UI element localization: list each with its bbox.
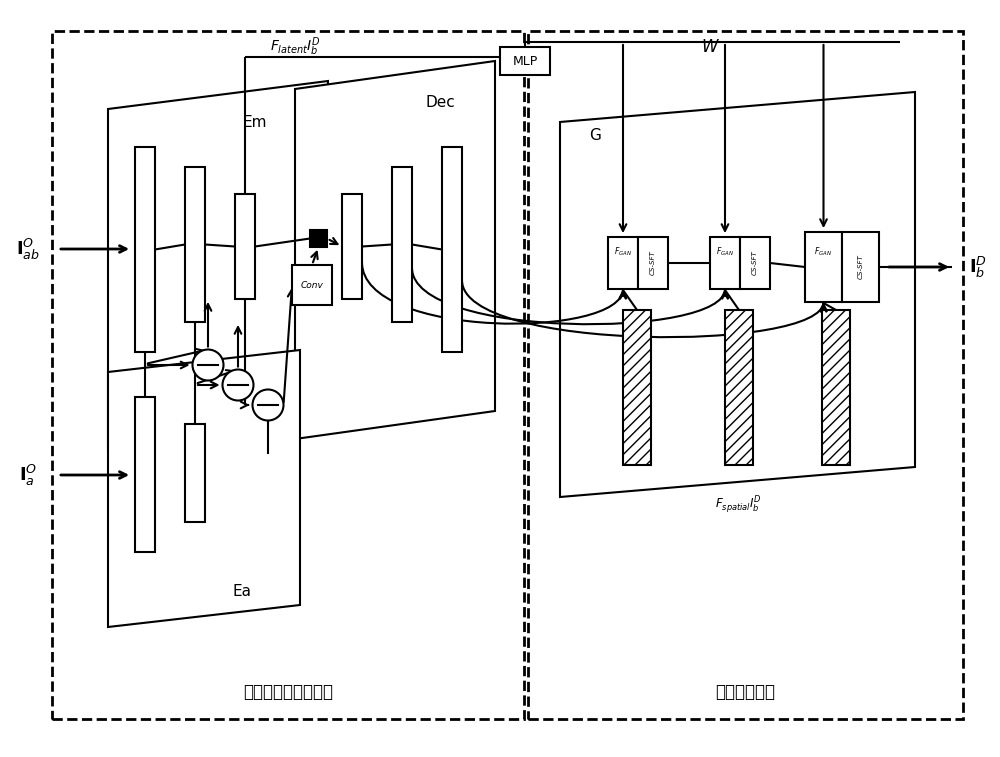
Bar: [623, 310, 651, 465]
Bar: [185, 167, 205, 322]
Bar: [710, 237, 740, 289]
Bar: [500, 47, 550, 75]
Bar: [638, 237, 668, 289]
Bar: [805, 232, 842, 302]
Text: Em: Em: [243, 114, 267, 129]
Text: G: G: [589, 127, 601, 142]
Text: Conv: Conv: [301, 281, 323, 289]
Text: Dec: Dec: [425, 95, 455, 110]
Polygon shape: [560, 92, 915, 497]
Text: $F_{GAN}$: $F_{GAN}$: [716, 245, 734, 258]
Text: $F_{spatial}I_b^D$: $F_{spatial}I_b^D$: [715, 494, 761, 516]
Bar: [185, 424, 205, 522]
Bar: [342, 194, 362, 299]
Text: $\mathbf{I}_{b}^{D}$: $\mathbf{I}_{b}^{D}$: [969, 254, 987, 279]
Text: $W$: $W$: [701, 38, 719, 56]
Circle shape: [222, 369, 254, 400]
Bar: [842, 232, 879, 302]
Circle shape: [252, 390, 284, 420]
Text: CS-SFT: CS-SFT: [752, 251, 758, 276]
Bar: [292, 265, 332, 305]
Bar: [310, 230, 327, 247]
Text: $\mathbf{I}_{a}^{O}$: $\mathbf{I}_{a}^{O}$: [19, 463, 37, 488]
Text: CS-SFT: CS-SFT: [650, 251, 656, 276]
Bar: [235, 194, 255, 299]
Bar: [608, 237, 638, 289]
Text: 增强生成模块: 增强生成模块: [715, 683, 775, 701]
Bar: [725, 310, 753, 465]
Text: $\mathbf{I}_{ab}^{O}$: $\mathbf{I}_{ab}^{O}$: [16, 236, 40, 262]
Text: $F_{latent}I_b^D$: $F_{latent}I_b^D$: [270, 36, 320, 58]
Polygon shape: [108, 350, 300, 627]
Bar: [442, 147, 462, 352]
Text: $F_{GAN}$: $F_{GAN}$: [614, 245, 632, 258]
Polygon shape: [108, 81, 328, 449]
Circle shape: [192, 350, 224, 381]
Bar: [135, 147, 155, 352]
Bar: [740, 237, 770, 289]
Bar: [135, 397, 155, 552]
Bar: [392, 167, 412, 322]
Bar: [822, 310, 850, 465]
Text: Ea: Ea: [232, 584, 252, 600]
Text: CS-SFT: CS-SFT: [858, 254, 864, 279]
Text: $F_{GAN}$: $F_{GAN}$: [814, 245, 833, 258]
Polygon shape: [295, 61, 495, 439]
Text: 编解码特征分离模块: 编解码特征分离模块: [243, 683, 333, 701]
Text: MLP: MLP: [512, 55, 538, 67]
